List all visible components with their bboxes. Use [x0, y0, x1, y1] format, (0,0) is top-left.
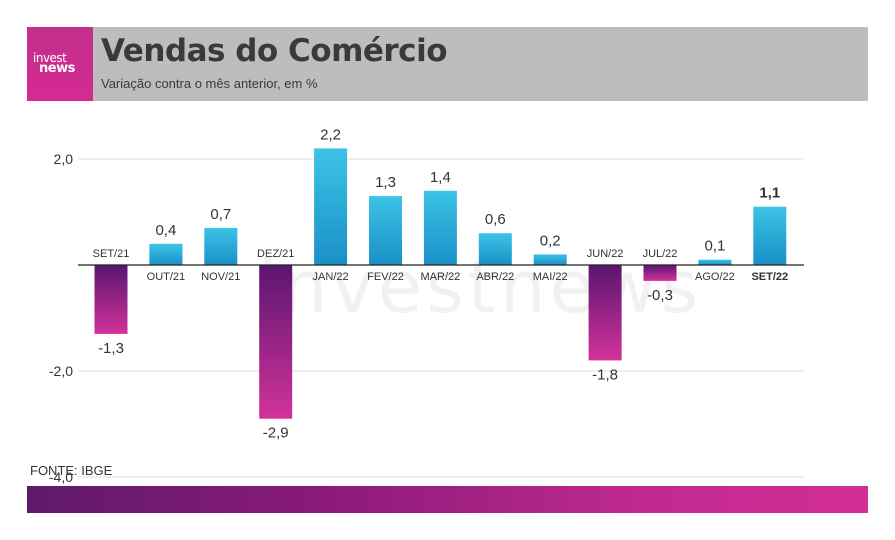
- value-label: 0,2: [540, 232, 561, 249]
- category-label: FEV/22: [367, 271, 404, 283]
- chart-title: Vendas do Comércio: [101, 33, 448, 69]
- category-label: SET/21: [93, 248, 130, 260]
- bar: [643, 265, 677, 281]
- category-label: JUN/22: [587, 248, 624, 260]
- value-label: -1,3: [98, 340, 124, 357]
- source-note: FONTE: IBGE: [30, 463, 113, 478]
- category-label: AGO/22: [695, 271, 735, 283]
- category-label: DEZ/21: [257, 248, 294, 260]
- y-tick-label: 2,0: [54, 151, 74, 167]
- bar: [149, 243, 183, 265]
- y-axis-ticks: 2,0 -2,0 -4,0: [49, 151, 73, 485]
- value-label: 1,4: [430, 169, 451, 186]
- value-label: 0,4: [155, 222, 176, 239]
- value-label: -1,8: [592, 366, 618, 383]
- bar: [369, 196, 402, 265]
- bar: [588, 265, 622, 361]
- y-tick-label: -2,0: [49, 363, 73, 379]
- category-label: MAI/22: [533, 271, 568, 283]
- value-label: -0,3: [647, 287, 673, 304]
- category-labels: SET/21 OUT/21 NOV/21 DEZ/21 JAN/22 FEV/22 MAR/…: [93, 248, 788, 283]
- bar: [204, 227, 238, 265]
- gridlines: [78, 158, 804, 478]
- value-label: 2,2: [320, 126, 341, 143]
- bar: [423, 190, 457, 265]
- bar: [698, 259, 732, 265]
- category-label: MAR/22: [421, 271, 461, 283]
- value-label: 0,7: [210, 206, 231, 223]
- bar: [94, 265, 128, 334]
- value-labels: -1,3 0,4 0,7 -2,9 2,2 1,3 1,4 0,6 0,2 -1,8 -0,3 0,1…: [98, 126, 780, 441]
- investnews-logo: invest news: [27, 27, 93, 101]
- category-label: SET/22: [751, 271, 788, 283]
- logo-text-invest: invest: [33, 51, 67, 65]
- value-label: 1,3: [375, 174, 396, 191]
- category-label: JAN/22: [313, 271, 349, 283]
- value-label: -2,9: [263, 425, 289, 442]
- value-label: 1,1: [759, 185, 780, 202]
- bars: [94, 148, 787, 419]
- category-label: NOV/21: [201, 271, 240, 283]
- header-banner: invest news Vendas do Comércio Variação …: [27, 27, 868, 101]
- value-label: 0,6: [485, 211, 506, 228]
- category-label: JUL/22: [643, 248, 678, 260]
- logo-text-news: news: [39, 61, 75, 76]
- bar: [478, 233, 512, 265]
- category-label: OUT/21: [147, 271, 186, 283]
- category-label: ABR/22: [476, 271, 514, 283]
- y-tick-label: -4,0: [49, 469, 73, 485]
- value-label: 0,1: [704, 238, 725, 255]
- chart-subtitle: Variação contra o mês anterior, em %: [101, 76, 318, 91]
- bar: [314, 148, 348, 265]
- bar: [533, 254, 567, 265]
- bar: [259, 265, 293, 419]
- footer-gradient-bar: [27, 486, 868, 513]
- bar: [753, 206, 787, 265]
